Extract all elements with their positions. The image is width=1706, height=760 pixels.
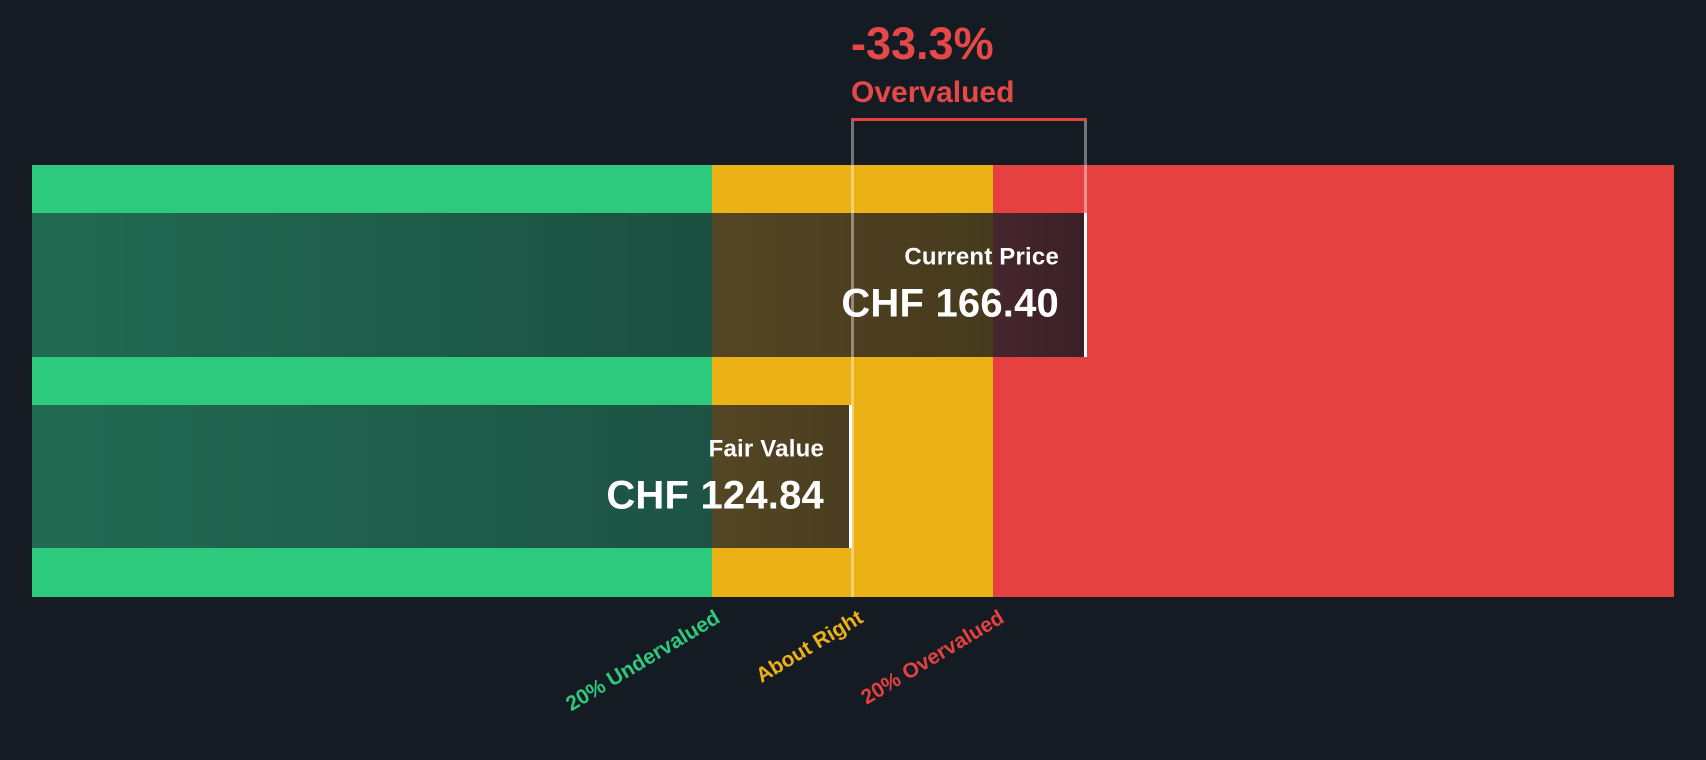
fair-value-marker-line — [851, 121, 854, 597]
current-price-bar[interactable]: Current Price CHF 166.40 — [32, 213, 1087, 357]
fair-value-label-block: Fair Value CHF 124.84 — [606, 435, 824, 518]
discount-percentage: -33.3% — [851, 18, 994, 69]
current-price-marker-line — [1084, 121, 1087, 357]
axis-label-about-right: About Right — [752, 606, 867, 688]
axis-label-overvalued: 20% Overvalued — [856, 606, 1008, 710]
discount-bracket-line — [851, 118, 1087, 121]
discount-annotation: -33.3% Overvalued — [851, 21, 1014, 110]
discount-verdict: Overvalued — [851, 76, 1015, 109]
axis-label-undervalued: 20% Undervalued — [561, 606, 724, 716]
current-price-label-block: Current Price CHF 166.40 — [841, 244, 1059, 327]
fair-value-value: CHF 124.84 — [606, 473, 824, 517]
current-price-title: Current Price — [904, 243, 1059, 271]
zone-overvalued — [993, 165, 1674, 597]
valuation-band: Current Price CHF 166.40 Fair Value CHF … — [32, 165, 1674, 597]
current-price-value: CHF 166.40 — [841, 281, 1059, 326]
fair-value-title: Fair Value — [708, 435, 824, 462]
fair-value-bar[interactable]: Fair Value CHF 124.84 — [32, 405, 852, 548]
